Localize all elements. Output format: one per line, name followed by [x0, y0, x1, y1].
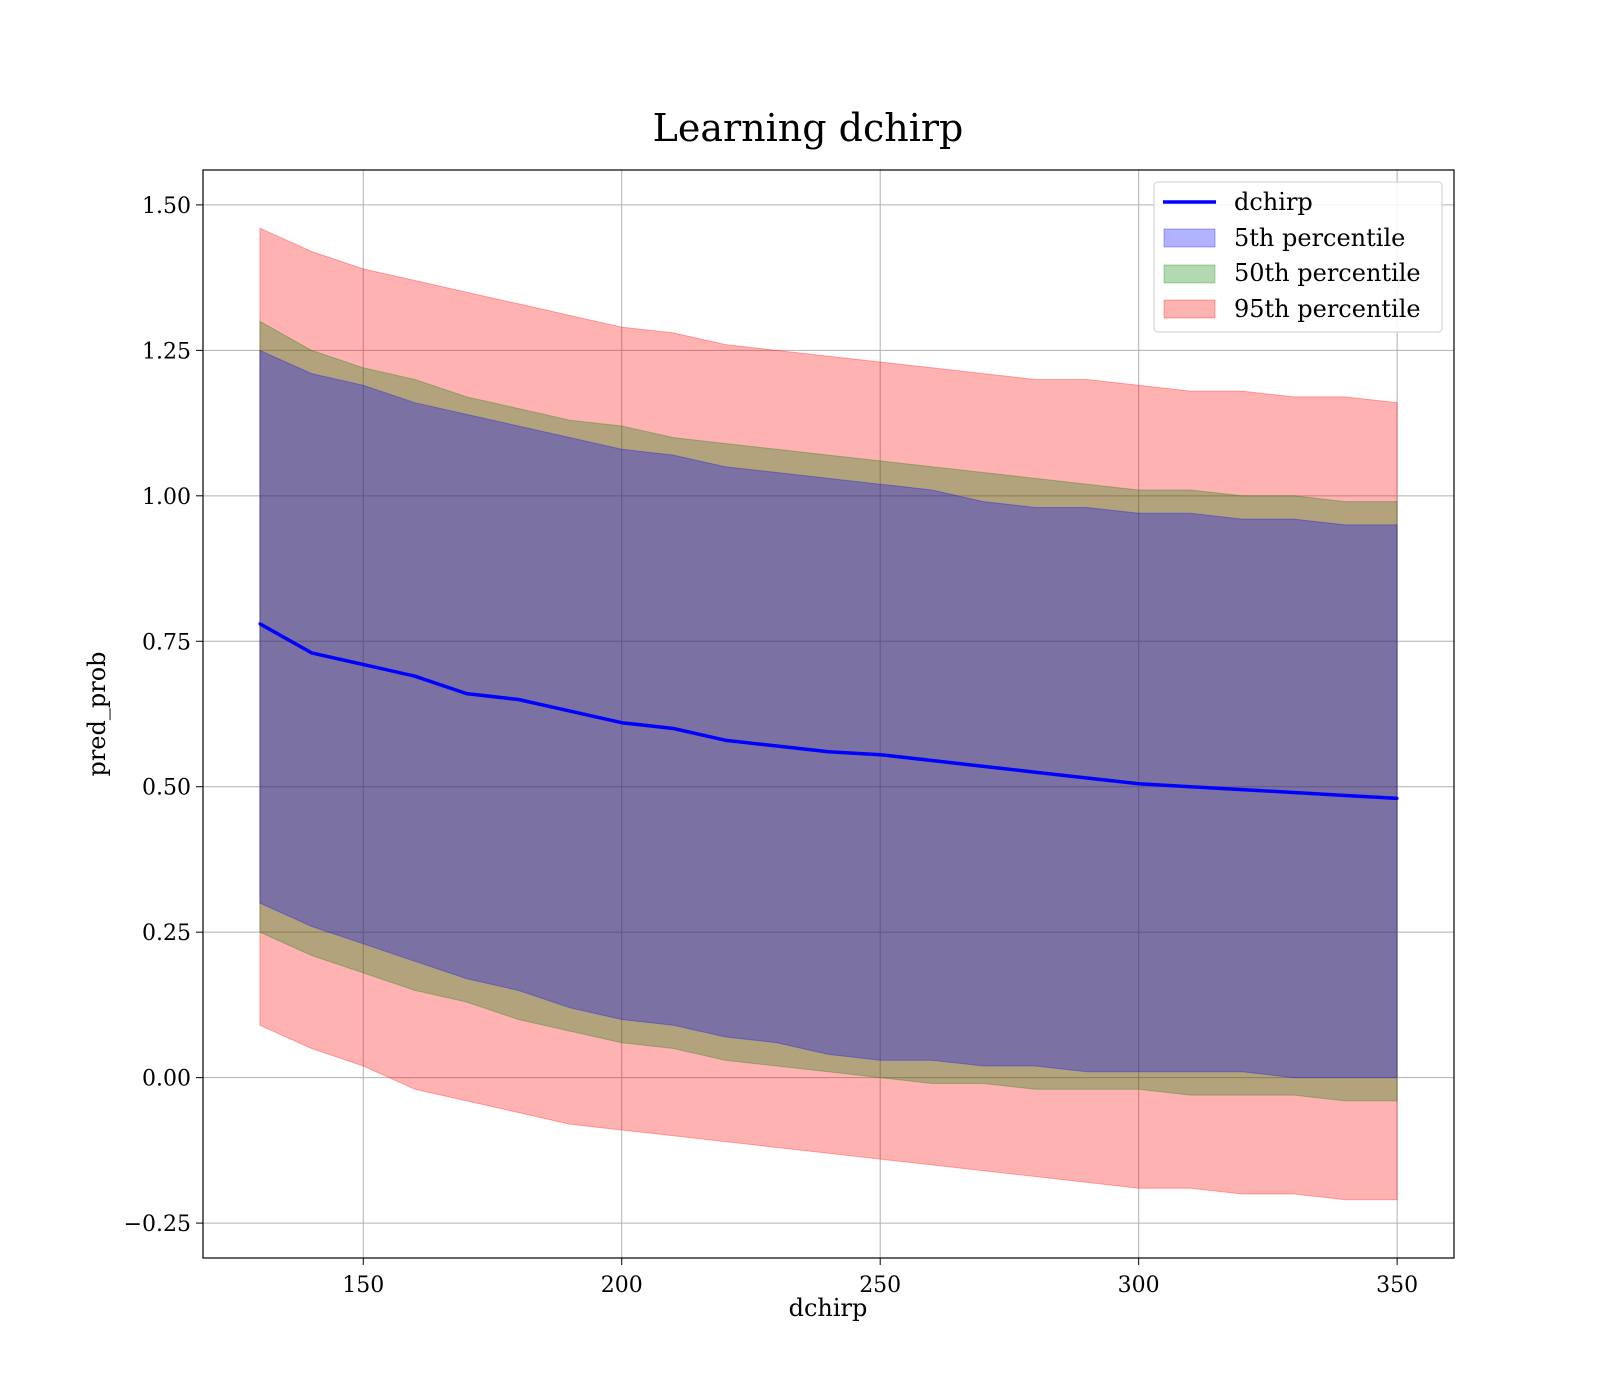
grid	[203, 170, 1454, 1258]
band-50th-percentile	[259, 320, 1398, 1102]
data-point	[723, 738, 727, 742]
data-point	[775, 744, 779, 748]
y-tick-label: 0.50	[142, 776, 191, 801]
plot-frame	[202, 169, 1455, 1259]
x-tick-label: 300	[1118, 1273, 1160, 1298]
x-axis-label: dchirp	[789, 1294, 868, 1322]
y-axis-ticks: −0.25 0.00 0.25 0.50 0.75 1.00 1.25 1.50	[124, 194, 203, 1237]
legend-label-50th-percentile: 50th percentile	[1234, 259, 1421, 287]
bands	[259, 227, 1398, 1201]
chart-title: Learning dchirp	[653, 106, 964, 150]
legend-frame	[1153, 181, 1443, 333]
data-point	[671, 727, 675, 730]
data-point	[568, 709, 572, 713]
data-point	[413, 674, 417, 678]
legend: dchirp 5th percentile 50th percentile 95…	[1153, 181, 1443, 333]
y-tick-label: −0.25	[124, 1212, 191, 1237]
x-tick-label: 150	[342, 1273, 384, 1298]
data-point	[1033, 770, 1037, 774]
series-lines	[258, 622, 1399, 801]
legend-swatch-5th-percentile	[1163, 228, 1216, 248]
data-point	[982, 764, 986, 768]
band-5th-percentile	[259, 349, 1398, 1079]
data-point	[361, 663, 365, 666]
data-point	[620, 721, 624, 725]
data-point	[516, 698, 520, 701]
data-point	[1343, 794, 1347, 797]
data-point	[258, 622, 262, 626]
y-tick-label: 1.25	[142, 339, 191, 364]
data-point	[1137, 782, 1141, 786]
y-tick-label: 0.75	[142, 630, 191, 655]
x-tick-label: 250	[859, 1273, 901, 1298]
y-tick-label: 1.00	[142, 485, 191, 510]
data-point	[1240, 788, 1244, 792]
legend-label-dchirp: dchirp	[1234, 188, 1313, 216]
data-point	[1085, 776, 1089, 780]
y-axis-label: pred_prob	[83, 651, 111, 776]
data-point	[930, 759, 934, 762]
y-tick-label: 1.50	[142, 194, 191, 219]
data-point	[1292, 791, 1296, 794]
legend-label-5th-percentile: 5th percentile	[1234, 224, 1405, 252]
y-tick-label: 0.25	[142, 921, 191, 946]
x-axis-ticks: 150 200 250 300 350	[342, 1258, 1418, 1298]
band-95th-percentile	[259, 227, 1398, 1201]
legend-swatch-50th-percentile	[1163, 264, 1216, 284]
data-point	[1188, 785, 1192, 789]
legend-swatch-95th-percentile	[1163, 299, 1216, 319]
data-point	[878, 753, 882, 757]
x-tick-label: 350	[1376, 1273, 1418, 1298]
data-point	[827, 750, 830, 754]
data-point	[310, 651, 314, 655]
data-point	[1395, 796, 1399, 800]
x-tick-label: 200	[601, 1273, 643, 1298]
y-tick-label: 0.00	[142, 1067, 191, 1092]
legend-label-95th-percentile: 95th percentile	[1234, 295, 1421, 323]
data-point	[465, 692, 469, 696]
